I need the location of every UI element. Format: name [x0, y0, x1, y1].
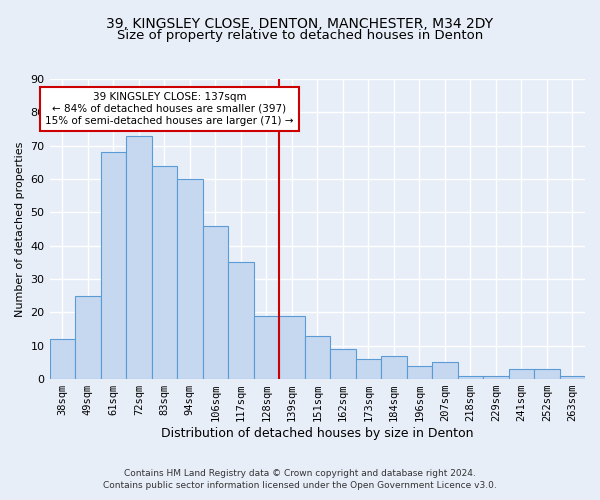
Bar: [381, 356, 407, 379]
Bar: [560, 376, 585, 379]
Bar: [407, 366, 432, 379]
Bar: [50, 339, 75, 379]
Bar: [458, 376, 483, 379]
Text: Size of property relative to detached houses in Denton: Size of property relative to detached ho…: [117, 29, 483, 42]
Bar: [330, 349, 356, 379]
Bar: [101, 152, 126, 379]
Bar: [432, 362, 458, 379]
Bar: [203, 226, 228, 379]
Bar: [534, 369, 560, 379]
X-axis label: Distribution of detached houses by size in Denton: Distribution of detached houses by size …: [161, 427, 473, 440]
Bar: [279, 316, 305, 379]
Bar: [483, 376, 509, 379]
Bar: [177, 179, 203, 379]
Bar: [228, 262, 254, 379]
Bar: [254, 316, 279, 379]
Text: 39, KINGSLEY CLOSE, DENTON, MANCHESTER, M34 2DY: 39, KINGSLEY CLOSE, DENTON, MANCHESTER, …: [106, 18, 494, 32]
Bar: [356, 359, 381, 379]
Text: Contains HM Land Registry data © Crown copyright and database right 2024.
Contai: Contains HM Land Registry data © Crown c…: [103, 468, 497, 490]
Y-axis label: Number of detached properties: Number of detached properties: [15, 142, 25, 316]
Text: 39 KINGSLEY CLOSE: 137sqm
← 84% of detached houses are smaller (397)
15% of semi: 39 KINGSLEY CLOSE: 137sqm ← 84% of detac…: [45, 92, 293, 126]
Bar: [126, 136, 152, 379]
Bar: [152, 166, 177, 379]
Bar: [509, 369, 534, 379]
Bar: [305, 336, 330, 379]
Bar: [75, 296, 101, 379]
